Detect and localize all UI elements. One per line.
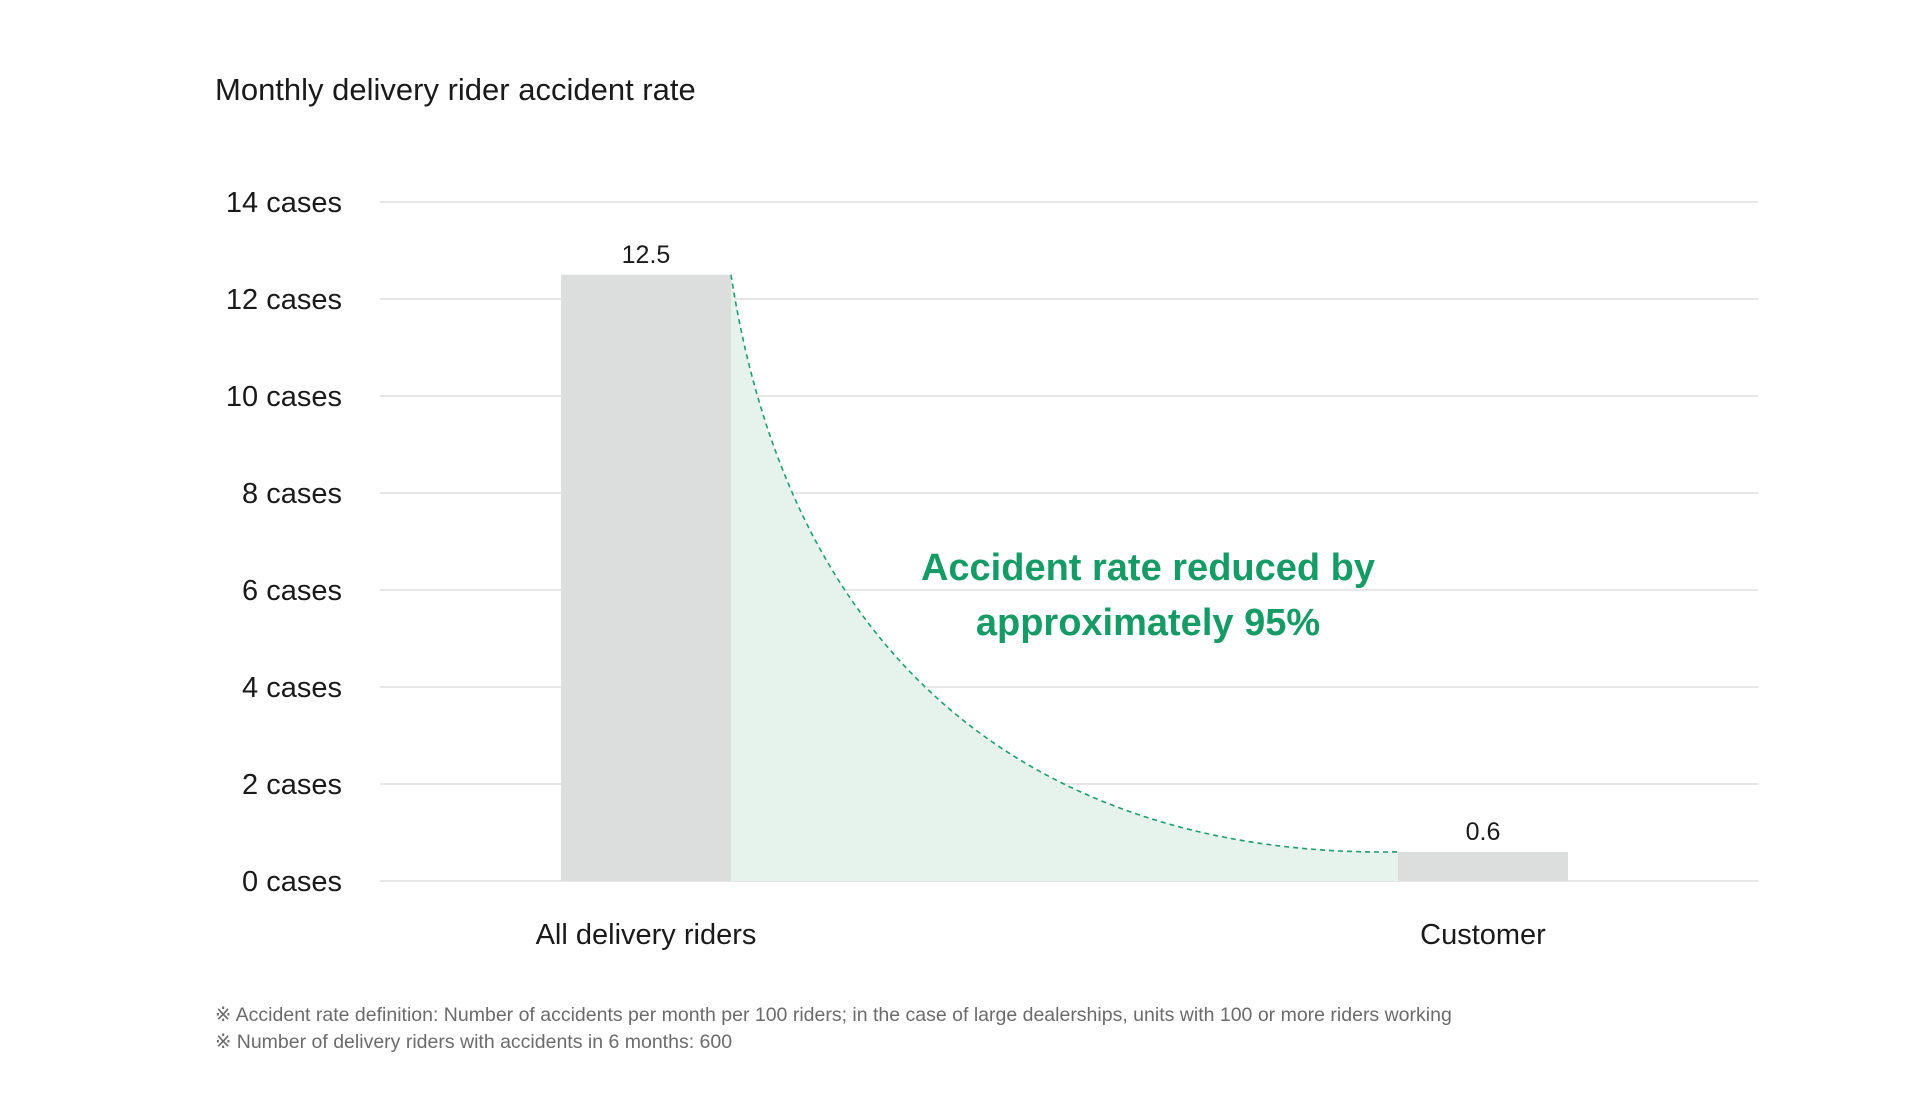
y-tick-label: 0 cases	[242, 866, 342, 898]
x-tick-label: All delivery riders	[536, 919, 757, 951]
x-axis-ticks: All delivery riders Customer	[536, 919, 1547, 951]
reduction-fill-area	[731, 274, 1398, 881]
y-tick-label: 6 cases	[242, 575, 342, 607]
chart-title: Monthly delivery rider accident rate	[215, 72, 696, 107]
annotation-line: Accident rate reduced by	[921, 547, 1375, 589]
bar-value-label: 0.6	[1466, 818, 1501, 846]
y-tick-label: 14 cases	[226, 187, 342, 219]
y-tick-label: 10 cases	[226, 381, 342, 413]
y-tick-label: 12 cases	[226, 284, 342, 316]
bars	[561, 274, 1568, 881]
reduction-curve	[730, 274, 1399, 853]
value-labels: 12.5 0.6	[622, 241, 1501, 846]
y-tick-label: 4 cases	[242, 672, 342, 704]
bar-value-label: 12.5	[622, 241, 671, 269]
x-tick-label: Customer	[1420, 919, 1546, 951]
y-tick-label: 8 cases	[242, 478, 342, 510]
bar	[1398, 851, 1568, 881]
footnote-definition: ※ Accident rate definition: Number of ac…	[215, 1004, 1452, 1026]
bar	[561, 274, 731, 881]
annotation-line: approximately 95%	[976, 602, 1320, 644]
footnotes: ※ Accident rate definition: Number of ac…	[215, 1002, 1452, 1056]
y-axis-ticks: 0 cases 2 cases 4 cases 6 cases 8 cases 10 ca…	[226, 187, 342, 898]
y-tick-label: 2 cases	[242, 769, 342, 801]
footnote-sample: ※ Number of delivery riders with acciden…	[215, 1031, 733, 1053]
reduction-annotation: Accident rate reduced by approximately 95…	[921, 547, 1375, 644]
